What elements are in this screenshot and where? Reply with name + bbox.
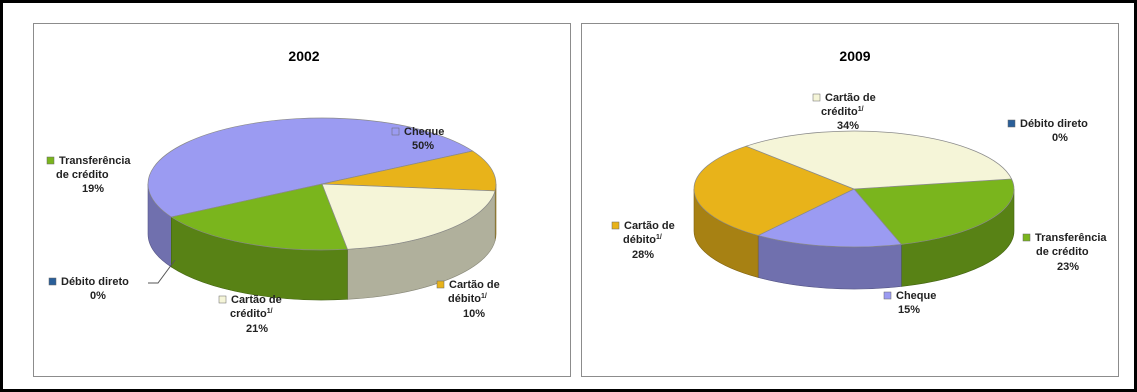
label-name-line2: crédito1/	[230, 308, 273, 320]
label-name-line2: de crédito	[1036, 246, 1089, 258]
pie-slice-transfer-ncia-de-cr-dito	[170, 183, 348, 251]
label-name: Cartão de	[624, 220, 675, 232]
label-cartao-debito-2002: Cartão de débito1/ 10%	[436, 279, 500, 320]
pie-slice-cart-o-de-cr-dito	[321, 183, 496, 250]
label-pct: 19%	[82, 183, 104, 195]
label-name: Cheque	[404, 126, 444, 138]
legend-swatch	[611, 221, 620, 230]
label-pct: 10%	[463, 308, 485, 320]
label-sup: 1/	[656, 234, 662, 241]
label-transferencia-2002: Transferência de crédito 19%	[46, 155, 131, 195]
legend-swatch	[48, 277, 57, 286]
label-name: Cheque	[896, 290, 936, 302]
label-pct: 0%	[1052, 132, 1068, 144]
label-name: Transferência	[59, 155, 131, 167]
callout-line	[148, 259, 176, 284]
pie-slice-cart-o-de-d-bito	[321, 150, 497, 192]
label-text: débito	[448, 293, 481, 305]
label-cheque-2002: Cheque 50%	[391, 126, 444, 152]
legend-swatch	[46, 156, 55, 165]
legend-swatch	[883, 291, 892, 300]
label-pct: 28%	[632, 249, 654, 261]
label-cartao-credito-2002: Cartão de crédito1/ 21%	[218, 294, 282, 335]
label-pct: 50%	[412, 140, 434, 152]
pie-group-2009	[693, 130, 1015, 290]
label-name: Débito direto	[61, 276, 129, 288]
label-sup: 1/	[267, 308, 273, 315]
label-pct: 23%	[1057, 261, 1079, 273]
label-name: Cartão de	[231, 294, 282, 306]
label-cartao-debito-2009: Cartão de débito1/ 28%	[611, 220, 675, 261]
pie-slice-transfer-ncia-de-cr-dito	[853, 178, 1015, 245]
label-pct: 34%	[837, 120, 859, 132]
label-text: débito	[623, 234, 656, 246]
legend-swatch	[1007, 119, 1016, 128]
label-name-line2: de crédito	[56, 169, 109, 181]
label-pct: 0%	[90, 290, 106, 302]
label-name-line2: débito1/	[448, 293, 487, 305]
label-pct: 21%	[246, 323, 268, 335]
label-name: Cartão de	[449, 279, 500, 291]
pie-chart-2009: 2009 Cartão de crédito1/ 34% Débito dire…	[611, 48, 1107, 316]
pie-slice-cart-o-de-d-bito	[693, 145, 855, 236]
legend-swatch	[391, 127, 400, 136]
chart-title-2009: 2009	[839, 48, 870, 64]
label-name-line2: débito1/	[623, 234, 662, 246]
chart-panel-2002: 2002 Cheque 50% Transferência de crédito…	[33, 23, 571, 377]
label-sup: 1/	[481, 293, 487, 300]
legend-swatch	[218, 295, 227, 304]
legend-swatch	[1022, 233, 1031, 242]
label-text: crédito	[230, 308, 267, 320]
label-text: crédito	[821, 106, 858, 118]
label-name: Transferência	[1035, 232, 1107, 244]
chart-panel-2009: 2009 Cartão de crédito1/ 34% Débito dire…	[581, 23, 1119, 377]
label-name: Cartão de	[825, 92, 876, 104]
pie-slice-cart-o-de-cr-dito	[745, 130, 1013, 190]
label-cartao-credito-2009: Cartão de crédito1/ 34%	[812, 92, 876, 132]
chart-title-2002: 2002	[288, 48, 319, 64]
label-sup: 1/	[858, 106, 864, 113]
label-debito-direto-2002: Débito direto 0%	[48, 259, 176, 302]
legend-swatch	[812, 93, 821, 102]
label-pct: 15%	[898, 304, 920, 316]
pie-slice-cheque	[147, 117, 474, 218]
label-transferencia-2009: Transferência de crédito 23%	[1022, 232, 1107, 273]
legend-swatch	[436, 280, 445, 289]
label-cheque-2009: Cheque 15%	[883, 290, 936, 316]
label-name-line2: crédito1/	[821, 106, 864, 118]
label-debito-direto-2009: Débito direto 0%	[1007, 118, 1088, 144]
pie-chart-2002: 2002 Cheque 50% Transferência de crédito…	[46, 48, 500, 335]
label-name: Débito direto	[1020, 118, 1088, 130]
pie-slice-cheque	[757, 188, 903, 248]
pie-group-2002	[147, 117, 497, 301]
